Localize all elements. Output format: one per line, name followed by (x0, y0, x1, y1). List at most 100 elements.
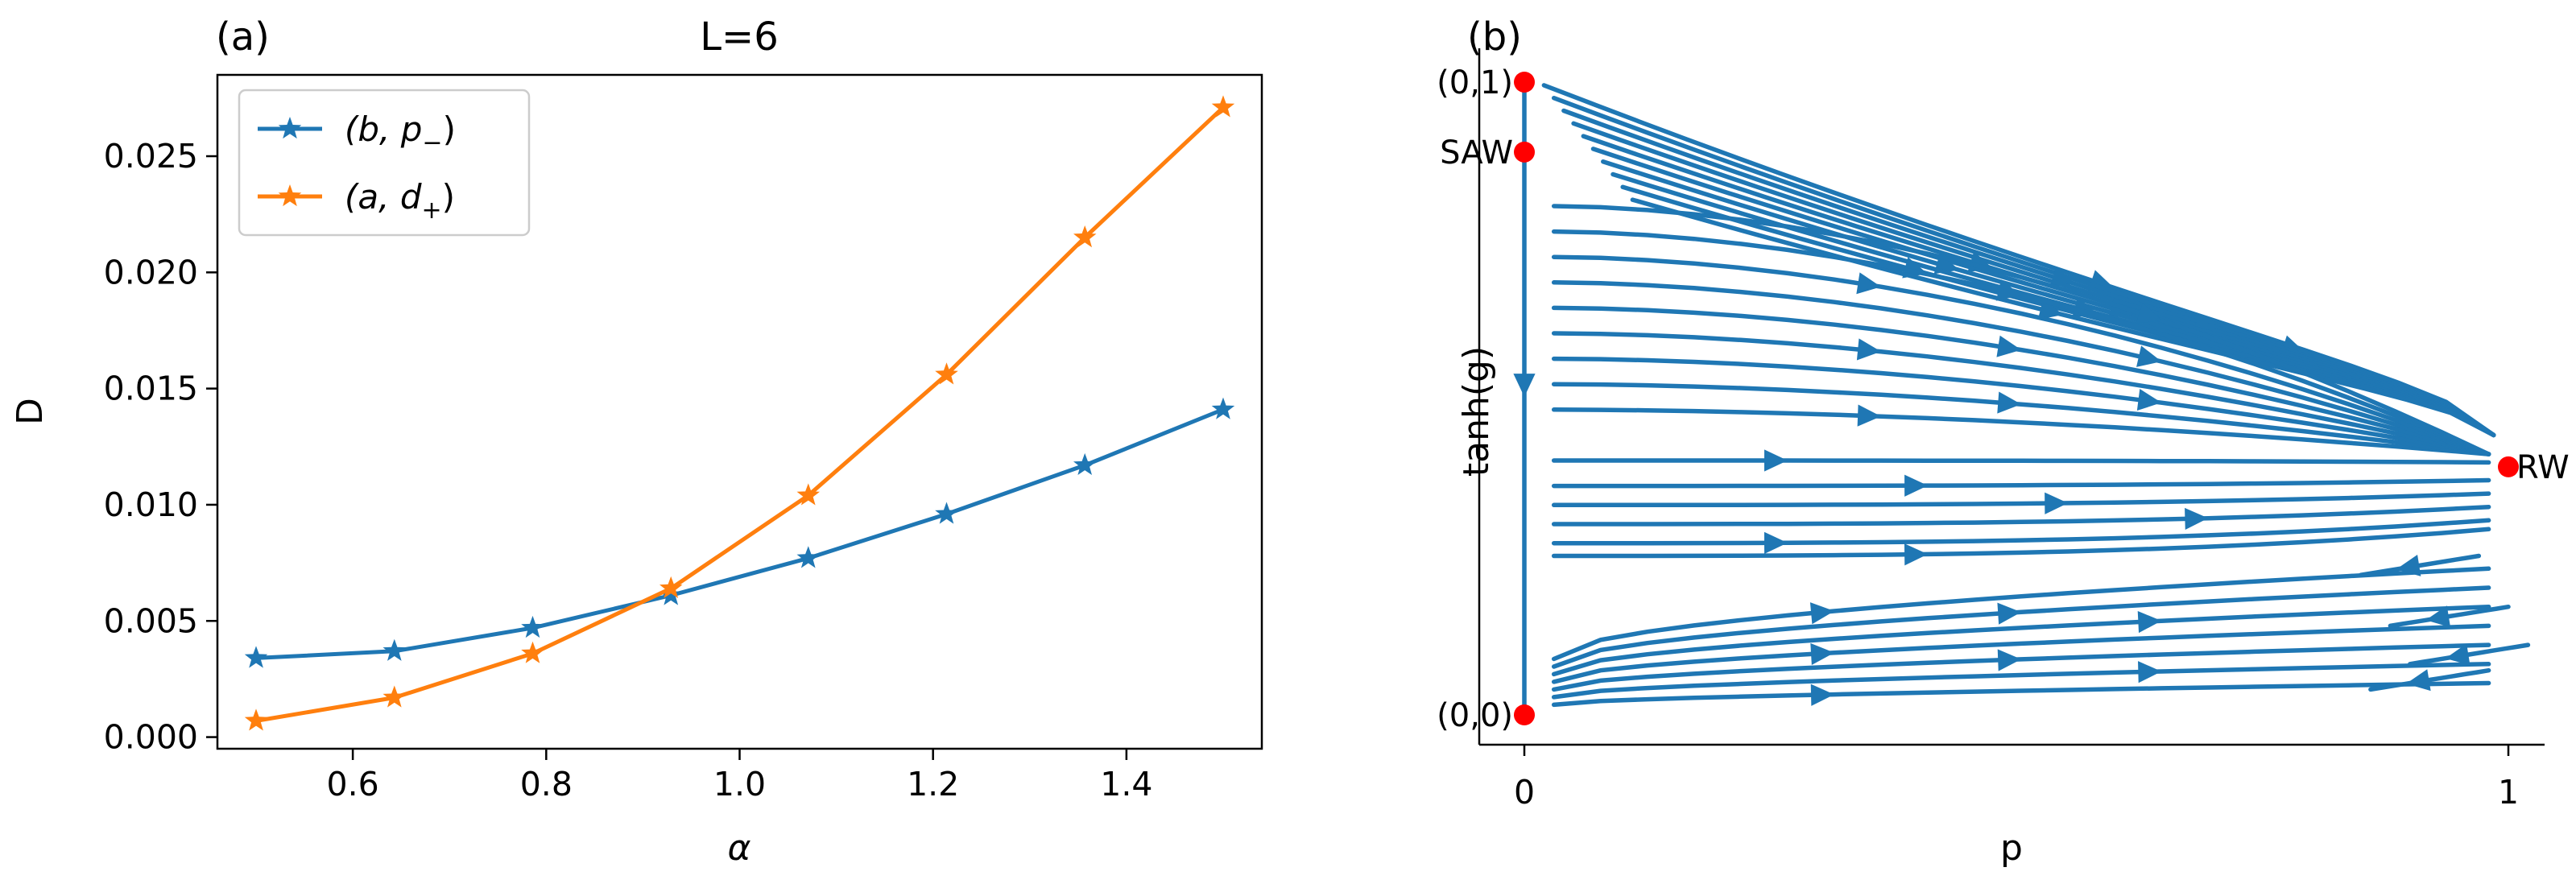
y-tick-label-a: 0.000 (104, 718, 198, 757)
streamline (1551, 491, 2491, 508)
flow-arrow (1904, 543, 1929, 566)
flow-arrow (1856, 338, 1881, 361)
streamline (1630, 197, 2496, 438)
x-axis-label-b: p (2000, 828, 2023, 869)
data-point (1073, 452, 1097, 475)
y-tick-label-a: 0.010 (104, 485, 198, 524)
data-point (382, 685, 406, 708)
streamline (1551, 477, 2491, 489)
y-tick-label-a: 0.025 (104, 137, 198, 176)
streamline (1551, 585, 2491, 669)
legend-a: (b, p−) (a, d+) (238, 89, 531, 237)
streamline (1551, 331, 2491, 456)
streamline (1551, 407, 2491, 456)
flow-arrow (2137, 610, 2162, 634)
streamline (1551, 458, 2491, 465)
flow-arrow (1809, 602, 1834, 625)
flow-arrow (2136, 389, 2162, 411)
x-tick-label-b: 0 (1514, 773, 1535, 812)
legend-entry: (b, p−) (258, 109, 456, 157)
panel-a: 0.6 0.8 1.0 1.2 1.4 0.000 0.005 0.010 0.015 0.020… (10, 14, 1263, 869)
streamline (1551, 280, 2491, 456)
data-point (1211, 95, 1235, 118)
data-point (244, 708, 268, 731)
chart-title-a: L=6 (700, 14, 779, 60)
streamline (2408, 642, 2531, 667)
streamline (1551, 642, 2491, 692)
legend-box (238, 89, 531, 237)
streamline (1551, 527, 2491, 559)
streamline (1551, 254, 2491, 456)
fixed-point-label: (0,0) (1437, 697, 1513, 734)
flow-arrow (1856, 272, 1881, 295)
x-axis-label-a: α (727, 828, 750, 869)
data-point (796, 483, 820, 506)
streamline (1551, 518, 2491, 546)
streamline (1551, 623, 2491, 684)
fixed-point-marker (2498, 456, 2519, 477)
streamline (2388, 604, 2511, 629)
streamline (2358, 553, 2482, 577)
streamline (1551, 566, 2491, 662)
y-tick-label-a: 0.020 (104, 253, 198, 291)
streamline (1551, 382, 2491, 456)
streamline (1551, 356, 2491, 456)
data-point (382, 638, 406, 661)
flow-arrow (1996, 335, 2022, 357)
flow-arrow (1764, 531, 1788, 554)
flow-arrow (1997, 391, 2022, 414)
fixed-points: (0,1) SAW RW (0,0) (1437, 64, 2570, 734)
fixed-point-marker (1514, 71, 1535, 93)
flow-arrow (1764, 449, 1788, 472)
series-group-a (244, 95, 1235, 731)
axis-lines-b (1478, 48, 2545, 746)
series-line (255, 105, 1225, 723)
legend-marker (278, 117, 302, 139)
flow-arrow (1904, 474, 1929, 497)
y-tick-label-a: 0.005 (104, 601, 198, 640)
data-point (1073, 225, 1097, 248)
flow-arrow (1857, 404, 1881, 427)
data-point (660, 576, 683, 598)
y-axis-label-b: tanh(g) (1456, 346, 1497, 477)
flow-arrow (2425, 605, 2451, 628)
flow-arrow (1995, 279, 2022, 301)
flow-arrow (2445, 643, 2471, 666)
x-tick-label-a: 0.6 (327, 765, 379, 803)
data-point (244, 646, 268, 668)
panel-label-b: (b) (1467, 14, 1522, 60)
x-tick-label-a: 0.8 (520, 765, 573, 803)
data-point (660, 583, 683, 605)
fixed-point-label: SAW (1440, 134, 1513, 171)
x-tick-label-a: 1.0 (713, 765, 766, 803)
legend-label: (b, p−) (345, 109, 456, 157)
flow-arrow (2045, 492, 2069, 514)
flow-arrow (1810, 642, 1834, 666)
axis-ticks-a: 0.6 0.8 1.0 1.2 1.4 0.000 0.005 0.010 0.015 0.020… (104, 137, 1153, 803)
streamline (1551, 604, 2491, 677)
series-2 (244, 95, 1235, 731)
x-tick-label-a: 1.2 (907, 765, 959, 803)
streamline (1620, 184, 2496, 438)
y-tick-label-a: 0.015 (104, 370, 198, 408)
flow-arrow (1810, 684, 1834, 706)
x-tick-label-b: 1 (2498, 773, 2519, 812)
data-point (1211, 397, 1235, 419)
legend-marker (278, 184, 302, 207)
legend-label: (a, d+) (345, 177, 455, 225)
streamlines (1513, 76, 2531, 717)
flow-arrow (2185, 507, 2209, 531)
flow-arrow (1513, 374, 1536, 397)
fixed-point-marker (1514, 141, 1535, 163)
flow-arrow (2136, 345, 2162, 367)
flow-arrow (2405, 669, 2431, 692)
x-tick-label-a: 1.4 (1100, 765, 1152, 803)
series-line (255, 407, 1224, 660)
panel-label-a: (a) (216, 14, 270, 60)
streamline (1551, 662, 2491, 700)
streamline (1551, 204, 2491, 456)
streamline (2368, 667, 2491, 692)
